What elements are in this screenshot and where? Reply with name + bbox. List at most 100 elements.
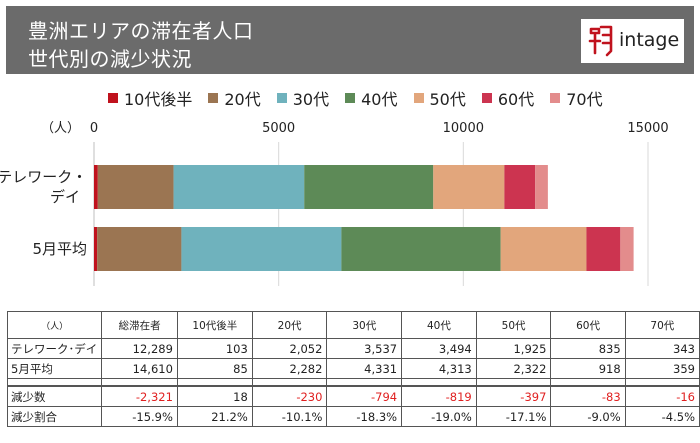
- bar-segment-1-3: [341, 227, 501, 271]
- table-gap-cell: [624, 378, 700, 386]
- table-gap-cell: [401, 378, 477, 386]
- table-gap-cell: [251, 378, 328, 386]
- table-cell: -4.5%: [624, 406, 700, 427]
- data-table: （人） 総滞在者 10代後半 20代 30代 40代 50代 60代 70代 テレワーク･デイ 12…: [6, 311, 700, 427]
- bar-segment-0-0: [94, 165, 98, 209]
- table-cell: -15.9%: [101, 406, 178, 427]
- table-row-label: 減少数: [6, 385, 103, 407]
- intage-logo-text: intage: [619, 29, 680, 51]
- intage-logo: intage: [581, 19, 684, 63]
- table-cell: -794: [326, 385, 403, 407]
- bar-segment-0-4: [433, 165, 505, 209]
- table-gap-cell: [326, 378, 403, 386]
- table-cell: 918: [550, 358, 626, 379]
- table-gap-cell: [550, 378, 626, 386]
- bar-segment-1-4: [500, 227, 587, 271]
- table-cell: 835: [550, 338, 626, 359]
- stacked-bar-chart: （人） 0 5000 10000 15000 テレワーク・デイ 5月平均: [0, 121, 669, 286]
- table-header-cell: 40代: [401, 311, 477, 339]
- chart-legend: 10代後半 20代 30代 40代 50代 60代 70代: [108, 86, 619, 110]
- table-gap-cell: [475, 378, 552, 386]
- x-tick-label: 10000: [443, 121, 484, 136]
- table-row-label: テレワーク･デイ: [6, 338, 103, 359]
- table-header-cell: 70代: [624, 311, 700, 339]
- table-unit-cell: （人）: [6, 311, 103, 339]
- legend-label: 20代: [224, 90, 261, 109]
- table-cell: 4,313: [401, 358, 477, 379]
- table-cell: -397: [475, 385, 552, 407]
- table-row: 5月平均 14,610 85 2,282 4,331 4,313 2,322 918 359: [6, 358, 700, 379]
- axis-unit-label: （人）: [41, 121, 80, 136]
- table-cell: -230: [251, 385, 328, 407]
- category-label-1: 5月平均: [32, 240, 87, 258]
- legend-item-4: 50代: [413, 86, 466, 110]
- x-tick-label: 5000: [262, 121, 295, 136]
- table-cell: -10.1%: [251, 406, 328, 427]
- legend-swatch: [108, 93, 118, 103]
- legend-item-1: 20代: [208, 86, 261, 110]
- legend-label: 50代: [429, 90, 466, 109]
- table-cell: 14,610: [101, 358, 178, 379]
- header-banner: 豊洲エリアの滞在者人口 世代別の減少状況 intage: [6, 6, 694, 74]
- legend-item-5: 60代: [481, 86, 535, 110]
- legend-swatch: [413, 93, 424, 103]
- table-cell: -83: [550, 385, 626, 407]
- table-cell: 12,289: [101, 338, 178, 359]
- bar-segment-1-5: [586, 227, 621, 271]
- data-table-wrap: （人） 総滞在者 10代後半 20代 30代 40代 50代 60代 70代 テレワーク･デイ 12…: [6, 311, 700, 427]
- legend-item-2: 30代: [276, 86, 330, 110]
- legend-swatch: [208, 93, 219, 103]
- table-row: テレワーク･デイ 12,289 103 2,052 3,537 3,494 1,925 835…: [6, 338, 700, 359]
- x-tick-label: 15000: [627, 121, 668, 136]
- category-label-0: テレワーク・デイ: [0, 168, 87, 206]
- legend-swatch: [345, 93, 356, 103]
- table-cell: 2,282: [251, 358, 328, 379]
- table-header-cell: 総滞在者: [101, 311, 178, 339]
- table-cell: -18.3%: [326, 406, 403, 427]
- bar-segment-0-2: [173, 165, 305, 209]
- intage-logo-mark-icon: [588, 25, 613, 57]
- legend-swatch: [276, 93, 287, 103]
- table-row-label: 減少割合: [6, 406, 103, 427]
- table-cell: 359: [624, 358, 700, 379]
- table-cell: 343: [624, 338, 700, 359]
- table-row-label: 5月平均: [6, 358, 103, 379]
- table-header-cell: 60代: [550, 311, 626, 339]
- table-cell: -19.0%: [401, 406, 477, 427]
- bar-segment-1-6: [620, 227, 634, 271]
- table-gap-cell: [6, 378, 103, 386]
- table-header-cell: 30代: [326, 311, 403, 339]
- bar-segment-1-0: [94, 227, 98, 271]
- table-row: 減少数 -2,321 18 -230 -794 -819 -397 -83 -16: [6, 385, 700, 407]
- table-cell: -2,321: [101, 385, 178, 407]
- table-cell: 3,494: [401, 338, 477, 359]
- table-cell: 2,052: [251, 338, 328, 359]
- title-line-2: 世代別の減少状況: [28, 47, 192, 71]
- bar-segment-0-5: [504, 165, 536, 209]
- table-cell: -17.1%: [475, 406, 552, 427]
- table-cell: 4,331: [326, 358, 403, 379]
- table-gap-row: [6, 378, 700, 386]
- bar-segment-0-6: [535, 165, 548, 209]
- legend-label: 60代: [497, 90, 535, 109]
- bar-segment-1-2: [181, 227, 342, 271]
- table-header-cell: 50代: [475, 311, 552, 339]
- table-gap-cell: [176, 378, 253, 386]
- table-cell: -819: [401, 385, 477, 407]
- table-cell: 85: [176, 358, 253, 379]
- table-header-cell: 20代: [251, 311, 328, 339]
- legend-label: 70代: [566, 90, 603, 109]
- table-header-cell: 10代後半: [176, 311, 253, 339]
- bar-segment-0-1: [97, 165, 174, 209]
- table-cell: 3,537: [326, 338, 403, 359]
- legend-label: 40代: [361, 90, 398, 109]
- table-cell: 1,925: [475, 338, 552, 359]
- legend-swatch: [481, 93, 492, 103]
- legend-swatch: [550, 93, 561, 103]
- legend-label: 10代後半: [124, 90, 193, 109]
- legend-item-3: 40代: [345, 86, 398, 110]
- title-line-1: 豊洲エリアの滞在者人口: [28, 19, 254, 43]
- legend-label: 30代: [292, 90, 330, 109]
- table-cell: 103: [176, 338, 253, 359]
- legend-item-6: 70代: [550, 86, 603, 110]
